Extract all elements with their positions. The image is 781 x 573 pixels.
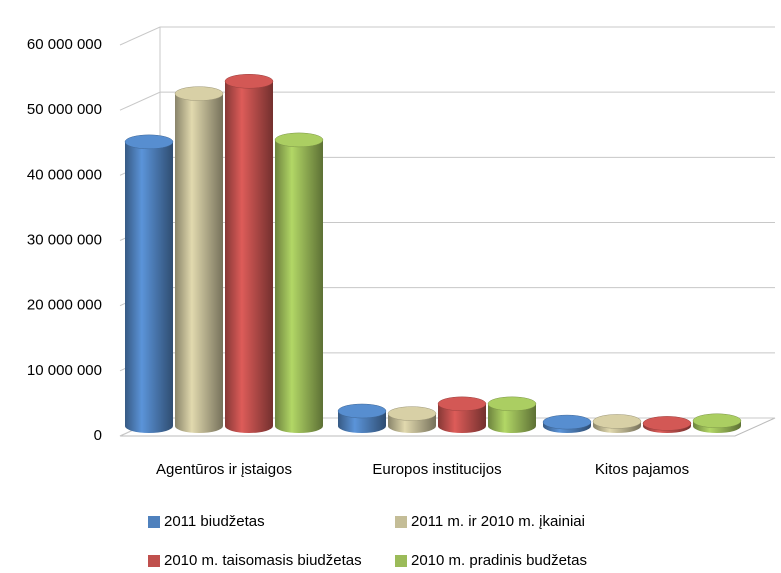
grid-line <box>119 26 775 46</box>
bar-top <box>642 416 692 431</box>
x-tick-label: Europos institucijos <box>372 461 501 478</box>
legend-swatch <box>395 516 407 528</box>
bar <box>175 93 223 427</box>
legend-label: 2011 biudžetas <box>164 513 265 530</box>
legend-swatch <box>148 555 160 567</box>
y-tick-label: 60 000 000 <box>27 36 102 53</box>
legend-label: 2011 m. ir 2010 m. įkainiai <box>411 513 585 530</box>
y-tick-label: 0 <box>94 427 102 444</box>
bar-top <box>487 396 537 412</box>
bar-top <box>337 403 387 419</box>
bar-top <box>274 132 324 148</box>
bar-top <box>387 406 437 421</box>
bar <box>125 141 173 426</box>
bar-top <box>224 74 274 89</box>
bar <box>225 81 273 426</box>
bar-top <box>437 396 487 412</box>
y-tick-label: 20 000 000 <box>27 297 102 314</box>
bar <box>275 139 323 426</box>
legend-label: 2010 m. taisomasis biudžetas <box>164 552 362 569</box>
y-tick-label: 10 000 000 <box>27 362 102 379</box>
bar-top <box>542 414 592 430</box>
legend-label: 2010 m. pradinis budžetas <box>411 552 587 569</box>
bar-top <box>692 413 742 429</box>
y-tick-label: 50 000 000 <box>27 101 102 118</box>
legend-swatch <box>148 516 160 528</box>
bar-top <box>124 134 174 150</box>
x-tick-label: Agentūros ir įstaigos <box>156 461 292 478</box>
legend-swatch <box>395 555 407 567</box>
y-tick-label: 40 000 000 <box>27 166 102 183</box>
x-tick-label: Kitos pajamos <box>595 461 689 478</box>
y-tick-label: 30 000 000 <box>27 231 102 248</box>
bar-top <box>592 414 642 429</box>
bar-top <box>174 86 224 101</box>
